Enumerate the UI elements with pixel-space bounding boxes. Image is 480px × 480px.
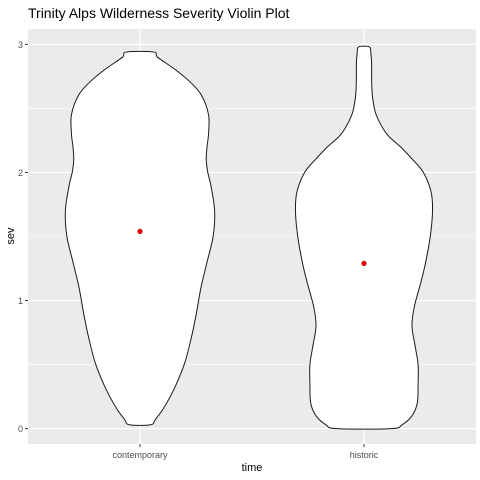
y-tick-label: 2 (18, 168, 23, 178)
mean-point-historic (361, 260, 367, 266)
chart-title: Trinity Alps Wilderness Severity Violin … (28, 5, 290, 21)
mean-points (137, 228, 367, 266)
x-axis: contemporary historic (112, 444, 379, 460)
violin-contemporary (64, 50, 216, 426)
x-tick-label: contemporary (112, 450, 168, 460)
y-tick-label: 1 (18, 296, 23, 306)
y-axis-label: sev (5, 227, 17, 245)
y-tick-label: 3 (18, 40, 23, 50)
violins (64, 45, 434, 430)
violin-historic (294, 45, 434, 430)
mean-point-contemporary (137, 228, 143, 234)
y-axis: 0 1 2 3 (18, 40, 28, 434)
y-tick-label: 0 (18, 424, 23, 434)
x-axis-label: time (242, 462, 263, 474)
x-tick-label: historic (350, 450, 379, 460)
